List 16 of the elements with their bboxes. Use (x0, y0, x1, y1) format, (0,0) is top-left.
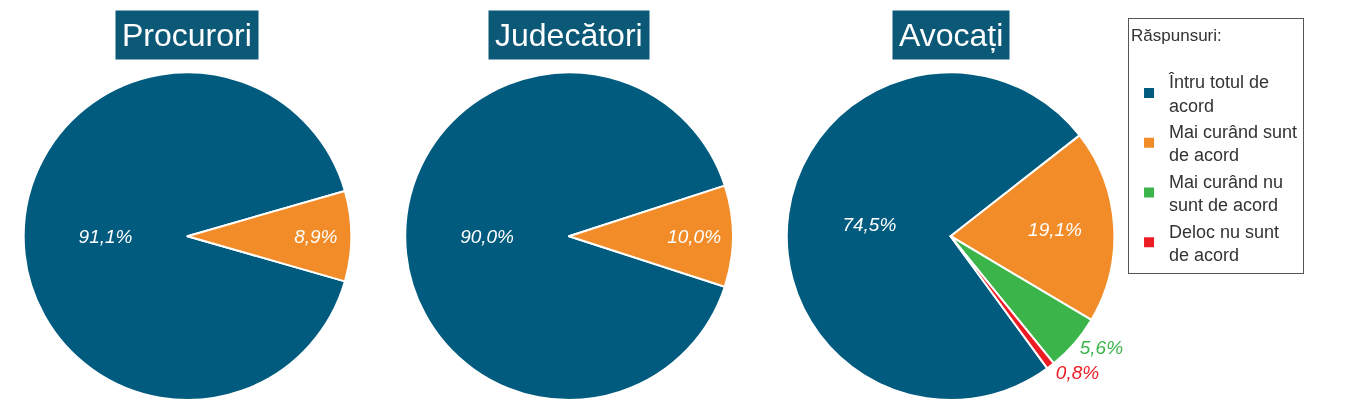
data-label: 74,5% (842, 214, 897, 236)
chart-title: Procurori (122, 17, 252, 53)
data-label: 90,0% (460, 225, 515, 247)
legend-title: Răspunsuri: (1131, 25, 1222, 45)
data-label: 5,6% (1079, 337, 1124, 359)
data-label: 91,1% (78, 225, 133, 247)
data-label: 10,0% (667, 225, 722, 247)
chart-title: Judecători (495, 17, 643, 53)
legend-label: Mai curând sunt de acord (1169, 122, 1298, 166)
data-label: 0,8% (1055, 361, 1100, 383)
legend-label: Întru totul de acord (1168, 72, 1270, 116)
data-label: 8,9% (294, 225, 338, 247)
legend-label: Mai curând nu sunt de acord (1169, 171, 1284, 216)
legend-label: Deloc nu sunt de acord (1169, 221, 1280, 266)
chart-title: Avocați (899, 17, 1004, 53)
data-label: 19,1% (1028, 219, 1083, 241)
